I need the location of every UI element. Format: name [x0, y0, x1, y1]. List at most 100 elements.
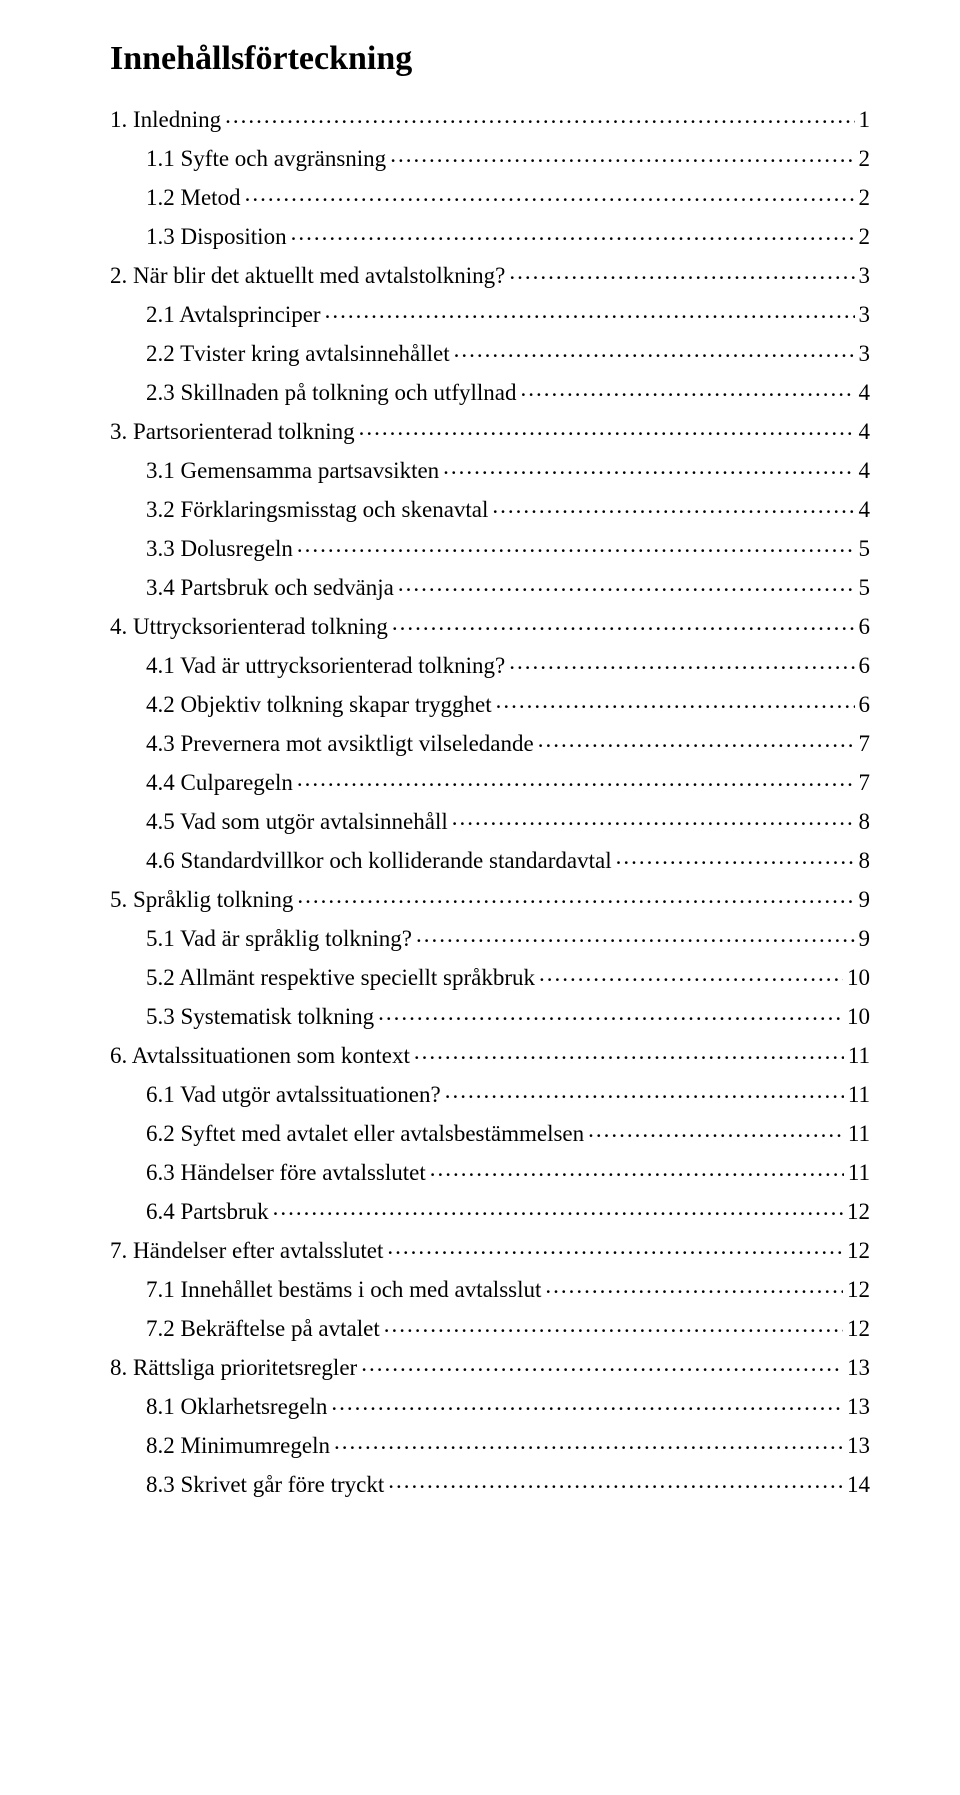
- toc-leader-dots: [416, 923, 855, 946]
- toc-row: 4.5 Vad som utgör avtalsinnehåll 8: [110, 800, 870, 839]
- toc-row: 3. Partsorienterad tolkning4: [110, 410, 870, 449]
- toc-leader-dots: [297, 533, 855, 556]
- toc-entry-page: 3: [859, 342, 871, 365]
- toc-entry-page: 13: [847, 1356, 870, 1379]
- toc-entry-label: 6.2 Syftet med avtalet eller avtalsbestä…: [146, 1122, 584, 1145]
- toc-row: 1.1 Syfte och avgränsning2: [110, 137, 870, 176]
- toc-leader-dots: [545, 1274, 843, 1297]
- toc-leader-dots: [538, 728, 855, 751]
- toc-entry-page: 8: [859, 810, 871, 833]
- toc-entry-label: 7.2 Bekräftelse på avtalet: [146, 1317, 380, 1340]
- toc-leader-dots: [414, 1040, 844, 1063]
- toc-row: 3.2 Förklaringsmisstag och skenavtal4: [110, 488, 870, 527]
- toc-leader-dots: [539, 962, 843, 985]
- toc-entry-label: 8.1 Oklarhetsregeln: [146, 1395, 327, 1418]
- table-of-contents: 1. Inledning11.1 Syfte och avgränsning21…: [110, 98, 870, 1502]
- toc-entry-label: 2.3 Skillnaden på tolkning och utfyllnad: [146, 381, 517, 404]
- toc-row: 6.2 Syftet med avtalet eller avtalsbestä…: [110, 1112, 870, 1151]
- toc-leader-dots: [392, 611, 855, 634]
- toc-row: 4.4 Culparegeln 7: [110, 761, 870, 800]
- toc-entry-page: 2: [859, 225, 871, 248]
- toc-entry-page: 12: [847, 1239, 870, 1262]
- toc-entry-label: 4.6 Standardvillkor och kolliderande sta…: [146, 849, 612, 872]
- toc-entry-page: 6: [859, 615, 871, 638]
- toc-leader-dots: [384, 1313, 843, 1336]
- page-title: Innehållsförteckning: [110, 40, 870, 78]
- toc-entry-page: 11: [848, 1083, 870, 1106]
- toc-row: 3.1 Gemensamma partsavsikten4: [110, 449, 870, 488]
- toc-leader-dots: [390, 143, 854, 166]
- toc-entry-label: 4.2 Objektiv tolkning skapar trygghet: [146, 693, 492, 716]
- toc-entry-label: 3.3 Dolusregeln: [146, 537, 293, 560]
- toc-leader-dots: [378, 1001, 843, 1024]
- toc-entry-label: 8.2 Minimumregeln: [146, 1434, 330, 1457]
- toc-row: 1. Inledning 1: [110, 98, 870, 137]
- toc-leader-dots: [454, 338, 855, 361]
- toc-entry-page: 12: [847, 1278, 870, 1301]
- toc-leader-dots: [496, 689, 855, 712]
- toc-row: 4.1 Vad är uttrycksorienterad tolkning?6: [110, 644, 870, 683]
- toc-row: 3.3 Dolusregeln 5: [110, 527, 870, 566]
- toc-entry-label: 1.3 Disposition: [146, 225, 287, 248]
- toc-entry-page: 13: [847, 1395, 870, 1418]
- toc-row: 7. Händelser efter avtalsslutet12: [110, 1229, 870, 1268]
- toc-row: 2.1 Avtalsprinciper 3: [110, 293, 870, 332]
- toc-row: 6. Avtalssituationen som kontext 11: [110, 1034, 870, 1073]
- toc-entry-page: 11: [848, 1161, 870, 1184]
- toc-row: 7.2 Bekräftelse på avtalet 12: [110, 1307, 870, 1346]
- toc-entry-label: 5.1 Vad är språklig tolkning?: [146, 927, 412, 950]
- toc-leader-dots: [297, 884, 854, 907]
- toc-leader-dots: [325, 299, 855, 322]
- toc-entry-label: 6.1 Vad utgör avtalssituationen?: [146, 1083, 441, 1106]
- toc-entry-label: 6. Avtalssituationen som kontext: [110, 1044, 410, 1067]
- toc-entry-page: 1: [859, 108, 871, 131]
- toc-entry-page: 5: [859, 537, 871, 560]
- toc-row: 6.3 Händelser före avtalsslutet 11: [110, 1151, 870, 1190]
- toc-leader-dots: [492, 494, 854, 517]
- toc-entry-page: 2: [859, 186, 871, 209]
- toc-entry-page: 2: [859, 147, 871, 170]
- toc-row: 4.3 Prevernera mot avsiktligt vilseledan…: [110, 722, 870, 761]
- toc-leader-dots: [273, 1196, 843, 1219]
- toc-entry-page: 8: [859, 849, 871, 872]
- toc-entry-page: 11: [848, 1044, 870, 1067]
- toc-row: 8.1 Oklarhetsregeln 13: [110, 1385, 870, 1424]
- toc-row: 2.2 Tvister kring avtalsinnehållet 3: [110, 332, 870, 371]
- toc-row: 7.1 Innehållet bestäms i och med avtalss…: [110, 1268, 870, 1307]
- toc-entry-label: 1. Inledning: [110, 108, 221, 131]
- toc-entry-page: 6: [859, 654, 871, 677]
- toc-entry-label: 5.2 Allmänt respektive speciellt språkbr…: [146, 966, 535, 989]
- toc-leader-dots: [225, 104, 854, 127]
- toc-entry-page: 7: [859, 771, 871, 794]
- toc-row: 5.2 Allmänt respektive speciellt språkbr…: [110, 956, 870, 995]
- toc-row: 2.3 Skillnaden på tolkning och utfyllnad…: [110, 371, 870, 410]
- toc-leader-dots: [398, 572, 855, 595]
- toc-row: 8.2 Minimumregeln 13: [110, 1424, 870, 1463]
- toc-entry-page: 3: [859, 303, 871, 326]
- toc-entry-page: 5: [859, 576, 871, 599]
- toc-entry-page: 10: [847, 1005, 870, 1028]
- toc-entry-label: 2. När blir det aktuellt med avtalstolkn…: [110, 264, 505, 287]
- toc-entry-page: 13: [847, 1434, 870, 1457]
- toc-entry-label: 6.4 Partsbruk: [146, 1200, 269, 1223]
- toc-row: 8.3 Skrivet går före tryckt14: [110, 1463, 870, 1502]
- toc-leader-dots: [334, 1430, 843, 1453]
- toc-entry-label: 3.4 Partsbruk och sedvänja: [146, 576, 394, 599]
- toc-entry-page: 12: [847, 1317, 870, 1340]
- toc-entry-label: 2.1 Avtalsprinciper: [146, 303, 321, 326]
- toc-leader-dots: [452, 806, 855, 829]
- toc-entry-page: 9: [859, 888, 871, 911]
- toc-entry-label: 4.4 Culparegeln: [146, 771, 293, 794]
- toc-entry-label: 7.1 Innehållet bestäms i och med avtalss…: [146, 1278, 541, 1301]
- toc-row: 3.4 Partsbruk och sedvänja 5: [110, 566, 870, 605]
- toc-row: 5.1 Vad är språklig tolkning?9: [110, 917, 870, 956]
- toc-leader-dots: [388, 1469, 843, 1492]
- toc-leader-dots: [616, 845, 855, 868]
- toc-row: 8. Rättsliga prioritetsregler13: [110, 1346, 870, 1385]
- toc-entry-label: 4.5 Vad som utgör avtalsinnehåll: [146, 810, 448, 833]
- toc-entry-label: 6.3 Händelser före avtalsslutet: [146, 1161, 426, 1184]
- toc-leader-dots: [331, 1391, 843, 1414]
- toc-entry-label: 2.2 Tvister kring avtalsinnehållet: [146, 342, 450, 365]
- toc-entry-label: 3. Partsorienterad tolkning: [110, 420, 355, 443]
- toc-row: 5.3 Systematisk tolkning10: [110, 995, 870, 1034]
